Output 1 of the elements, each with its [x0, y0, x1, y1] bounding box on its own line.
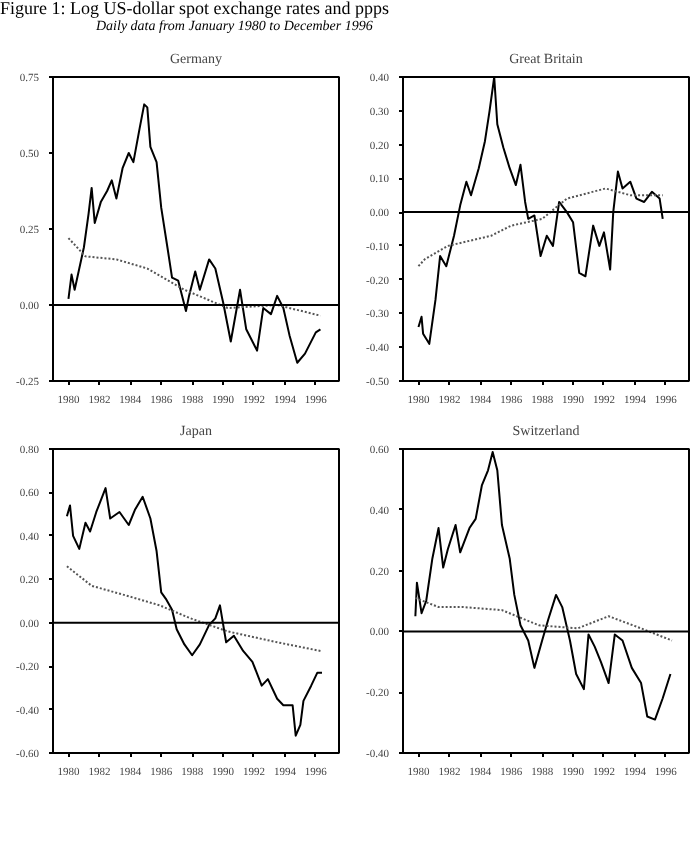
caption: Figure 1: Log US-dollar spot exchange rates and ppps	[0, 0, 389, 20]
